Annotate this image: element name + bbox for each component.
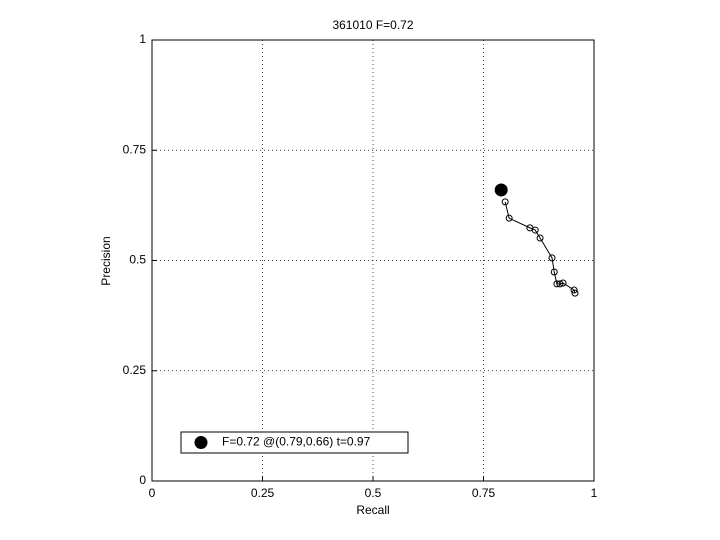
chart-title: 361010 F=0.72 [332, 18, 413, 32]
x-tick-label: 0.75 [472, 486, 496, 500]
y-tick-label: 1 [139, 32, 146, 46]
point [570, 286, 578, 294]
point [559, 279, 567, 287]
axes-box [151, 39, 595, 482]
y-axis-label: Precision [99, 236, 113, 285]
x-tick-label: 0 [149, 486, 156, 500]
point [571, 289, 579, 297]
point [556, 280, 564, 288]
point [536, 234, 544, 242]
legend-marker [194, 436, 208, 449]
point [505, 214, 513, 222]
x-axis-label: Recall [356, 503, 389, 517]
point [531, 226, 539, 234]
y-tick-label: 0 [139, 473, 146, 487]
point [548, 254, 556, 262]
y-tick-label: 0.5 [129, 253, 146, 267]
best-point [494, 183, 508, 197]
legend-box [180, 431, 409, 454]
y-tick-label: 0.75 [123, 142, 147, 156]
x-tick-label: 1 [591, 486, 598, 500]
x-tick-label: 0.25 [251, 486, 275, 500]
legend-label: F=0.72 @(0.79,0.66) t=0.97 [222, 435, 371, 449]
y-tick-label: 0.25 [123, 363, 147, 377]
curve [504, 201, 576, 294]
point [501, 198, 509, 206]
point [550, 268, 558, 276]
x-tick-label: 0.5 [365, 486, 382, 500]
